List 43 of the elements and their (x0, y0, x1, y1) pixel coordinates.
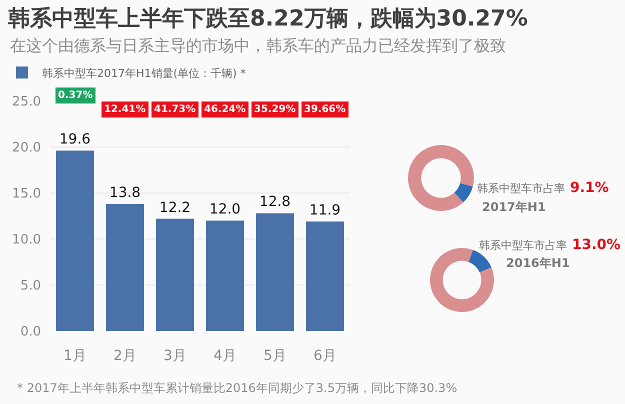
data-label: 19.6 (59, 132, 91, 148)
data-label: 13.8 (109, 185, 141, 202)
bar (156, 218, 194, 331)
data-label: 12.8 (259, 194, 291, 210)
x-tick-label: 1月 (64, 348, 86, 364)
bar (206, 220, 244, 331)
x-tick-label: 6月 (314, 348, 336, 364)
slice-label: 韩系中型车市占率 (477, 182, 565, 195)
y-tick-label: 15.0 (12, 186, 41, 202)
annotation: 46.24% (204, 104, 246, 115)
y-tick-label: 25.0 (12, 94, 41, 110)
text: 0.37% (58, 90, 93, 101)
annotation: 41.73% (154, 104, 196, 115)
bar (106, 204, 144, 331)
data-label: 13.0% (572, 237, 621, 253)
bar (256, 213, 294, 331)
legend-label: 韩系中型车2017年H1销量(单位：千辆) * (42, 66, 246, 80)
chart-title: 韩系中型车上半年下跌至8.22万辆，跌幅为30.27% (7, 6, 528, 32)
slice-label: 韩系中型车市占率 (479, 239, 567, 252)
y-tick-label: 5.0 (20, 278, 41, 294)
text: 2016年H1 (506, 256, 570, 270)
donut-slice (454, 183, 473, 202)
donut-slice (408, 145, 474, 211)
chart-subtitle: 在这个由德系与日系主导的市场中，韩系车的产品力已经发挥到了极致 (10, 36, 506, 55)
data-label: 12.2 (159, 200, 191, 216)
x-tick-label: 2月 (114, 348, 136, 364)
donut-slice (468, 250, 492, 272)
data-label: 12.0 (209, 202, 241, 218)
bar (56, 150, 94, 331)
bar (306, 222, 344, 331)
y-tick-label: 0.0 (20, 324, 41, 340)
annotation: 35.29% (254, 104, 296, 115)
text: 2017年H1 (482, 200, 546, 214)
data-label: 9.1% (570, 180, 609, 196)
y-tick-label: 10.0 (12, 232, 41, 248)
y-tick-label: 20.0 (12, 140, 41, 156)
x-tick-label: 5月 (264, 348, 286, 364)
data-label: 11.9 (309, 202, 341, 219)
text: * 2017年上半年韩系中型车累计销量比2016年同期少了3.5万辆，同比下降30.3% (17, 381, 458, 395)
x-tick-label: 4月 (214, 348, 236, 364)
x-tick-label: 3月 (164, 348, 186, 364)
annotation: 39.66% (304, 104, 346, 115)
annotation: 12.41% (104, 104, 146, 115)
